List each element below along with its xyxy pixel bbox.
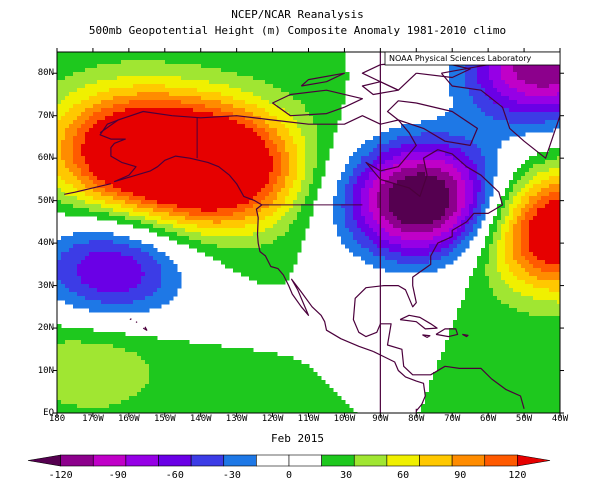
lon-label: 140W — [189, 414, 212, 424]
coastline — [99, 110, 525, 409]
coastline — [272, 89, 363, 117]
lat-label: 50N — [37, 195, 54, 206]
colorbar — [27, 454, 551, 467]
lon-label: 90W — [372, 414, 389, 424]
colorbar-label: -60 — [165, 470, 184, 481]
anomaly-field — [57, 52, 560, 413]
colorbar-segment — [158, 454, 192, 467]
coastline — [142, 326, 148, 331]
colorbar-segment — [321, 454, 355, 467]
colorbar-label: 30 — [340, 470, 353, 481]
lat-label: 10N — [37, 365, 54, 376]
colorbar-segment — [92, 454, 127, 467]
credit-label: NOAA Physical Sciences Laboratory — [389, 54, 532, 63]
colorbar-segment — [125, 454, 159, 467]
lat-label: 20N — [37, 323, 54, 334]
lon-label: 80W — [408, 414, 425, 424]
lon-label: 60W — [480, 414, 497, 424]
coastline — [300, 72, 345, 87]
lon-label: 100W — [333, 414, 356, 424]
coastline — [435, 328, 459, 338]
colorbar-segment — [353, 454, 388, 467]
colorbar-label: 0 — [285, 470, 293, 481]
lat-label: 40N — [37, 238, 54, 249]
coastline — [462, 333, 469, 338]
chart-title-line-1: NCEP/NCAR Reanalysis — [231, 8, 364, 21]
coastline — [361, 81, 399, 96]
colorbar-segment — [484, 454, 518, 467]
lon-label: 130W — [225, 414, 248, 424]
coastline — [64, 183, 112, 195]
lon-label: 150W — [153, 414, 176, 424]
colorbar-segment — [223, 454, 257, 467]
coastline — [129, 318, 132, 321]
coastlines — [64, 52, 560, 413]
colorbar-label: -30 — [222, 470, 241, 481]
lat-label: 80N — [37, 68, 54, 79]
coastline — [99, 119, 374, 352]
lon-label: 110W — [297, 414, 320, 424]
colorbar-segment — [190, 454, 225, 467]
lon-label: 170W — [82, 414, 104, 424]
lat-label: 30N — [37, 280, 54, 291]
ticks — [53, 48, 564, 417]
colorbar-segment — [517, 454, 551, 467]
colorbar-segment — [451, 454, 486, 467]
lat-label: 70N — [37, 110, 54, 121]
period-label: Feb 2015 — [271, 432, 324, 445]
lon-label: 50W — [515, 414, 533, 424]
colorbar-label: -120 — [48, 470, 73, 481]
colorbar-segment — [27, 454, 61, 467]
colorbar-segment — [288, 454, 322, 467]
coastline — [386, 100, 478, 146]
colorbar-label: 120 — [508, 470, 527, 481]
coastline — [372, 350, 426, 412]
colorbar-segment — [60, 454, 94, 467]
colorbar-label: 60 — [397, 470, 410, 481]
lon-label: 160W — [118, 414, 140, 424]
lon-label: 40W — [551, 414, 569, 424]
colorbar-segment — [256, 454, 290, 467]
lat-label: EQ — [43, 408, 54, 418]
coastline — [422, 334, 431, 338]
lon-label: 70W — [444, 414, 461, 424]
colorbar-segment — [419, 454, 453, 467]
colorbar-segment — [386, 454, 420, 467]
coastline — [399, 314, 438, 330]
chart-title-line-2: 500mb Geopotential Height (m) Composite … — [88, 24, 507, 37]
lon-label: 180 — [48, 414, 66, 424]
colorbar-label: -90 — [108, 470, 127, 481]
credit-box — [384, 51, 561, 66]
lon-label: 120W — [261, 414, 284, 424]
colorbar-label: 90 — [454, 470, 467, 481]
lat-label: 60N — [37, 153, 54, 164]
coastline — [135, 321, 138, 323]
